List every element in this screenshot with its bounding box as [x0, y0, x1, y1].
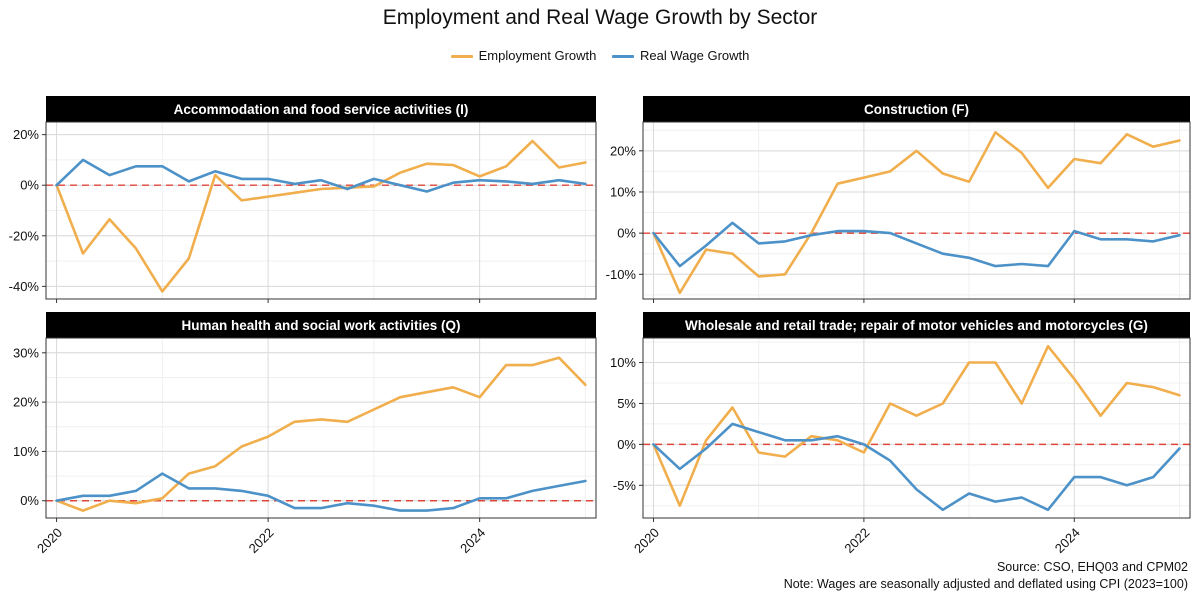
x-tick-label: 2022 — [841, 525, 872, 556]
y-tick-label: 5% — [617, 396, 636, 411]
real-wage-growth-line — [652, 221, 1181, 268]
x-tick-label: 2024 — [457, 525, 488, 556]
panel-border — [45, 337, 597, 519]
panel-2: Construction (F) 20% 10% 0% -10% — [606, 96, 1191, 303]
real-wage-growth-line — [55, 472, 587, 512]
legend-swatch-employment — [450, 55, 473, 59]
legend-item-wage: Real Wage Growth — [612, 48, 749, 63]
y-tick-label: -10% — [606, 267, 637, 282]
y-tick-label: 20% — [13, 395, 39, 410]
x-tick-label: 2020 — [631, 525, 662, 556]
y-tick-label: 0% — [20, 178, 39, 193]
y-tick-label: -20% — [9, 228, 40, 243]
legend-label-wage: Real Wage Growth — [640, 48, 750, 63]
chart-title: Employment and Real Wage Growth by Secto… — [382, 6, 818, 29]
y-tick-label: 0% — [20, 493, 39, 508]
y-tick-label: -5% — [613, 478, 637, 493]
employment-growth-line — [55, 139, 587, 293]
panel-3: Human health and social work activities … — [13, 312, 597, 556]
panel-strip-label: Wholesale and retail trade; repair of mo… — [685, 318, 1148, 333]
legend-label-employment: Employment Growth — [478, 48, 597, 63]
panel-strip — [46, 312, 596, 338]
legend-item-employment: Employment Growth — [450, 48, 597, 63]
panel-strip-label: Accommodation and food service activitie… — [174, 102, 469, 117]
panel-strip-label: Human health and social work activities … — [181, 318, 460, 333]
x-tick-label: 2020 — [34, 525, 65, 556]
panel-strip — [643, 96, 1190, 122]
x-tick-label: 2022 — [246, 525, 277, 556]
footnotes: Source: CSO, EHQ03 and CPM02 Note: Wages… — [784, 559, 1188, 593]
panel-border — [642, 337, 1191, 519]
panel-border — [642, 121, 1191, 300]
y-tick-label: 20% — [610, 143, 636, 158]
panel-border — [45, 121, 597, 300]
x-tick-label: 2024 — [1052, 525, 1083, 556]
y-tick-label: 10% — [13, 444, 39, 459]
y-tick-label: 0% — [617, 226, 636, 241]
y-tick-label: 0% — [617, 437, 636, 452]
employment-growth-line — [652, 344, 1181, 508]
real-wage-growth-line — [652, 422, 1181, 512]
y-tick-label: -40% — [9, 279, 40, 294]
legend-swatch-wage — [612, 55, 635, 59]
legend: Employment Growth Real Wage Growth — [0, 48, 1200, 63]
panel-strip — [643, 312, 1190, 338]
panel-1: Accommodation and food service activitie… — [9, 96, 597, 303]
employment-growth-line — [55, 356, 587, 512]
source-note: Source: CSO, EHQ03 and CPM02 — [996, 560, 1188, 574]
panel-strip — [46, 96, 596, 122]
y-tick-label: 20% — [13, 127, 39, 142]
y-tick-label: 10% — [610, 355, 636, 370]
employment-growth-line — [652, 131, 1181, 295]
y-tick-label: 30% — [13, 345, 39, 360]
panel-strip-label: Construction (F) — [864, 102, 969, 117]
y-tick-label: 10% — [610, 184, 636, 199]
deflation-note: Note: Wages are seasonally adjusted and … — [783, 577, 1188, 591]
real-wage-growth-line — [55, 158, 587, 193]
panel-4: Wholesale and retail trade; repair of mo… — [610, 312, 1191, 556]
